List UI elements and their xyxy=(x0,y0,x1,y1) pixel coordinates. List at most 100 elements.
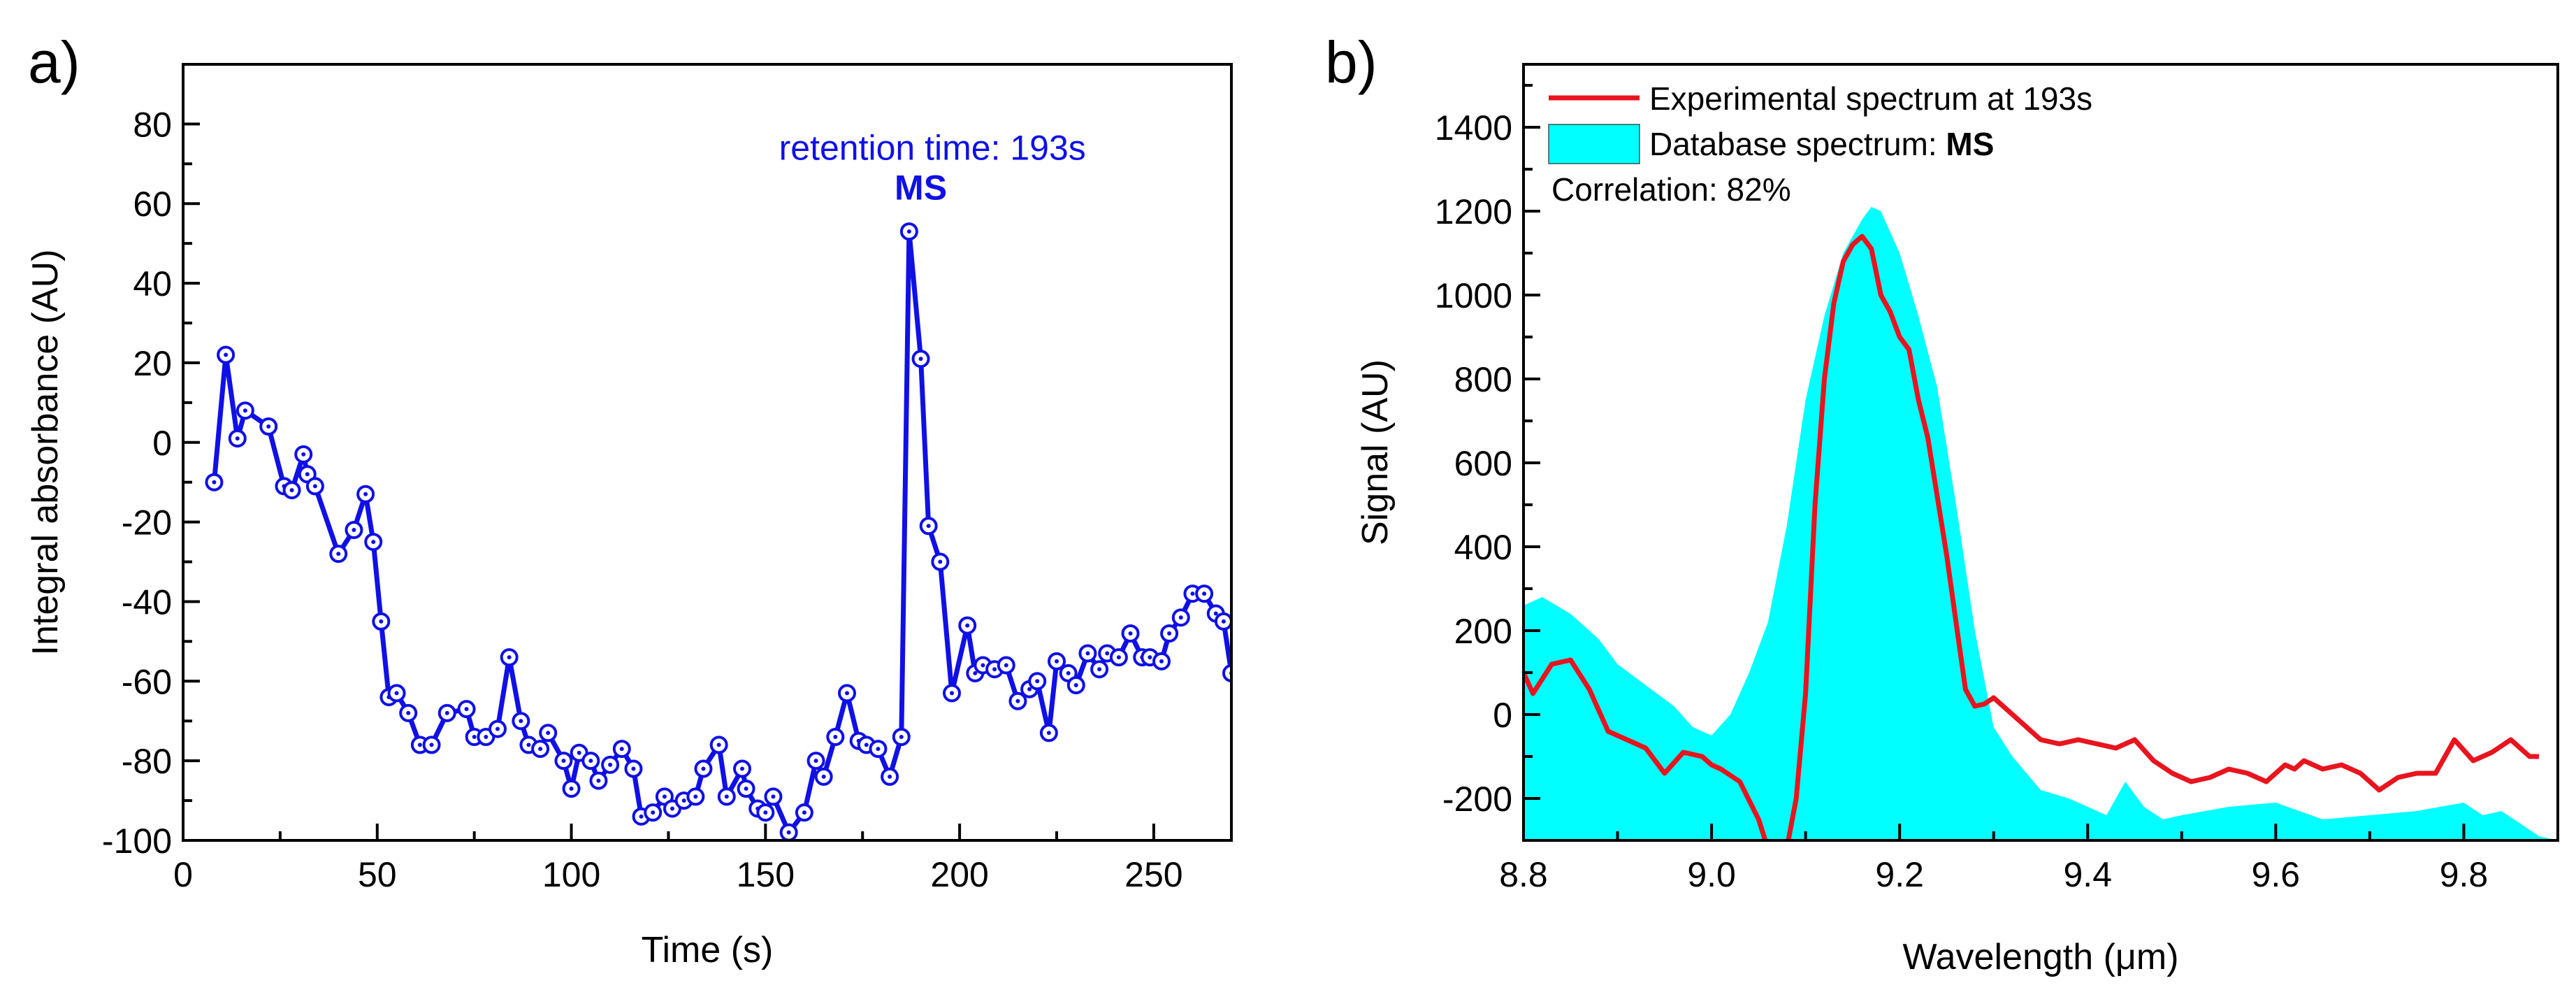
panel-a-ylabel: Integral absorbance (AU) xyxy=(25,250,66,656)
legend-database-bold: MS xyxy=(1946,126,1994,162)
y-tick-label-a: 20 xyxy=(133,344,172,383)
absorbance-data-point-center xyxy=(394,691,399,696)
absorbance-data-point-center xyxy=(906,229,911,234)
absorbance-data-point-center xyxy=(379,619,384,624)
absorbance-data-point-center xyxy=(926,524,931,529)
absorbance-data-point-center xyxy=(577,750,581,755)
absorbance-data-point-center xyxy=(918,357,923,361)
absorbance-data-point-center xyxy=(484,735,489,739)
absorbance-data-point-center xyxy=(693,794,698,799)
absorbance-data-point-center xyxy=(619,747,624,752)
absorbance-data-point-center xyxy=(899,735,904,739)
panel-a: a) 0 50 100 150 200 250 -100 -80 -60 -40 -20 0 20 40 6… xyxy=(25,29,1233,970)
panel-a-label: a) xyxy=(28,29,80,95)
absorbance-data-point-center xyxy=(371,540,376,545)
absorbance-data-point-center xyxy=(1085,651,1090,656)
absorbance-data-point-center xyxy=(992,667,997,672)
absorbance-data-point-center xyxy=(1128,631,1133,636)
absorbance-data-point-center xyxy=(965,623,970,628)
absorbance-data-point-center xyxy=(235,436,240,441)
y-tick-label-a: 0 xyxy=(152,424,172,463)
panel-b-frame xyxy=(1522,63,2559,842)
retention-time-annotation: retention time: 193s xyxy=(779,129,1086,168)
absorbance-data-point-center xyxy=(472,735,477,739)
y-tick-label-a: -20 xyxy=(122,503,172,543)
absorbance-data-point-center xyxy=(363,492,368,496)
y-tick-label-b: 600 xyxy=(1454,444,1512,483)
absorbance-data-point-center xyxy=(608,762,613,767)
y-tick-label-a: 80 xyxy=(133,105,172,144)
absorbance-data-point-center xyxy=(701,766,706,771)
absorbance-data-point xyxy=(1222,664,1231,682)
absorbance-data-point-center xyxy=(266,424,271,429)
absorbance-data-point-center xyxy=(1097,667,1102,672)
absorbance-data-point-center xyxy=(1027,687,1032,691)
absorbance-data-point-center xyxy=(289,488,294,493)
panel-b-legend: Experimental spectrum at 193s Database s… xyxy=(1548,80,2092,208)
absorbance-data-point-center xyxy=(1202,591,1207,596)
y-tick-label-a: -40 xyxy=(122,582,172,622)
x-tick-label-b: 9.0 xyxy=(1687,855,1736,894)
panel-a-xlabel: Time (s) xyxy=(642,930,774,970)
x-tick-label-b: 9.4 xyxy=(2064,855,2113,894)
absorbance-data-point-center xyxy=(670,806,674,811)
y-tick-label-a: -100 xyxy=(102,822,172,861)
absorbance-data-point-center xyxy=(1055,659,1059,664)
absorbance-data-point-center xyxy=(639,814,644,819)
absorbance-data-point-center xyxy=(763,810,768,815)
legend-database-prefix: Database spectrum: xyxy=(1649,126,1946,162)
y-tick-label-a: -80 xyxy=(122,742,172,781)
absorbance-data-point-center xyxy=(724,794,729,799)
absorbance-data-point-center xyxy=(406,710,411,715)
absorbance-data-point-center xyxy=(305,472,310,477)
absorbance-data-point-center xyxy=(1046,731,1051,736)
absorbance-data-point-center xyxy=(631,766,636,771)
legend-experimental-label: Experimental spectrum at 193s xyxy=(1649,80,2092,117)
absorbance-data-point-center xyxy=(786,830,791,835)
absorbance-data-point-center xyxy=(662,794,667,799)
absorbance-data-point-center xyxy=(561,759,566,763)
absorbance-data-point-center xyxy=(651,810,656,815)
absorbance-data-point-center xyxy=(950,691,954,696)
legend-fill-swatch xyxy=(1548,124,1640,164)
x-tick-label-a: 150 xyxy=(737,855,795,894)
x-tick-label-b: 9.2 xyxy=(1875,855,1924,894)
absorbance-data-point-center xyxy=(1105,651,1110,656)
absorbance-data-point-center xyxy=(1190,591,1195,596)
absorbance-data-point-center xyxy=(312,484,317,489)
panel-b-ticks: 8.8 9.0 9.2 9.4 9.6 9.8 -200 0 200 400 600 800 1000 1… xyxy=(1435,84,2488,894)
legend-database-label: Database spectrum: MS xyxy=(1649,126,1994,162)
absorbance-data-point-center xyxy=(744,787,748,791)
y-tick-label-b: 0 xyxy=(1493,696,1512,735)
absorbance-data-point-center xyxy=(681,798,686,803)
absorbance-data-point-center xyxy=(1159,659,1164,664)
panel-b-label: b) xyxy=(1325,29,1377,95)
y-tick-label-b: 400 xyxy=(1454,528,1512,567)
absorbance-data-point-center xyxy=(1213,611,1218,616)
absorbance-data-point-center xyxy=(336,552,341,557)
panel-a-ticks: 0 50 100 150 200 250 -100 -80 -60 -40 -20 0 20 40 60 80 xyxy=(102,105,1183,894)
absorbance-data-point-center xyxy=(813,759,818,763)
x-tick-label-a: 250 xyxy=(1124,855,1182,894)
absorbance-data-point-center xyxy=(802,810,806,815)
absorbance-data-point-center xyxy=(212,480,217,485)
y-tick-label-b: -200 xyxy=(1442,780,1512,819)
absorbance-data-point-center xyxy=(526,743,531,747)
y-tick-label-a: 40 xyxy=(133,264,172,303)
absorbance-data-point-center xyxy=(1004,663,1008,668)
absorbance-data-point-center xyxy=(1221,619,1226,624)
absorbance-data-point-center xyxy=(224,352,229,357)
absorbance-data-point-center xyxy=(1148,655,1152,660)
absorbance-data-point-center xyxy=(888,774,892,779)
absorbance-data-point-center xyxy=(981,663,985,668)
absorbance-data-point-center xyxy=(716,743,721,747)
absorbance-data-point-center xyxy=(876,747,881,752)
absorbance-data-point-center xyxy=(352,528,356,532)
y-tick-label-b: 1200 xyxy=(1435,192,1512,231)
x-tick-label-a: 100 xyxy=(542,855,600,894)
x-tick-label-b: 9.6 xyxy=(2252,855,2301,894)
panel-a-frame xyxy=(182,63,1233,842)
panel-b-plot-area xyxy=(1524,207,2558,840)
y-tick-label-b: 1000 xyxy=(1435,276,1512,315)
absorbance-data-point-center xyxy=(444,710,449,715)
